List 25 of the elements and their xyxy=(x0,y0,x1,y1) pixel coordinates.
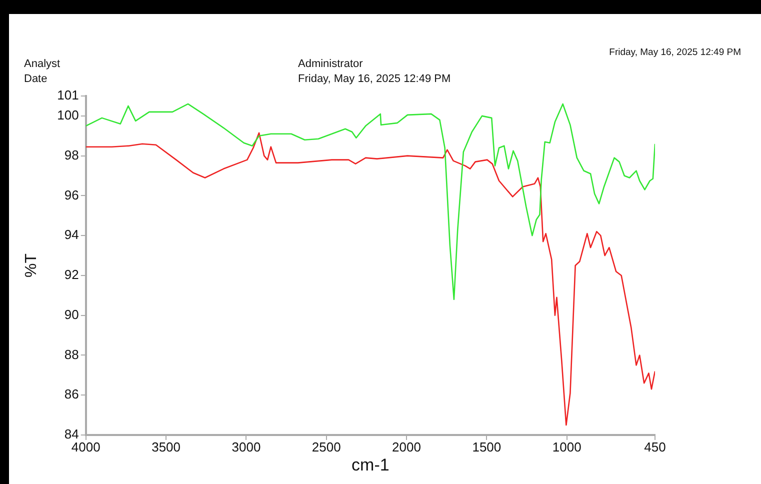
y-tick-label: 84 xyxy=(64,426,79,442)
x-tick-label: 3000 xyxy=(232,439,261,454)
text: Friday, May 16, 2025 12:49 PM xyxy=(298,73,451,85)
x-tick-label: 2000 xyxy=(392,439,421,454)
text: Date xyxy=(24,73,48,85)
y-tick-label: 100 xyxy=(57,108,79,123)
y-tick-label: 101 xyxy=(57,88,79,103)
x-tick-label: 4000 xyxy=(71,439,100,454)
y-tick-label: 90 xyxy=(64,306,79,322)
x-tick-label: 1000 xyxy=(552,439,582,454)
x-tick-label: 450 xyxy=(644,439,666,454)
x-tick-label: 3500 xyxy=(152,439,181,454)
text: Friday, May 16, 2025 12:49 PM xyxy=(609,47,741,58)
y-axis-title: %T xyxy=(23,253,40,278)
y-tick-label: 92 xyxy=(64,267,79,282)
text: Analyst xyxy=(24,58,60,70)
x-tick-label: 2500 xyxy=(312,439,341,454)
text: Administrator xyxy=(298,58,363,70)
y-tick-label: 98 xyxy=(64,147,79,162)
y-tick-label: 88 xyxy=(64,346,79,362)
y-tick-label: 96 xyxy=(64,187,79,202)
y-tick-label: 86 xyxy=(64,386,79,402)
x-axis-title: cm-1 xyxy=(352,455,390,474)
y-tick-label: 94 xyxy=(64,227,79,242)
x-tick-label: 1500 xyxy=(472,439,502,454)
